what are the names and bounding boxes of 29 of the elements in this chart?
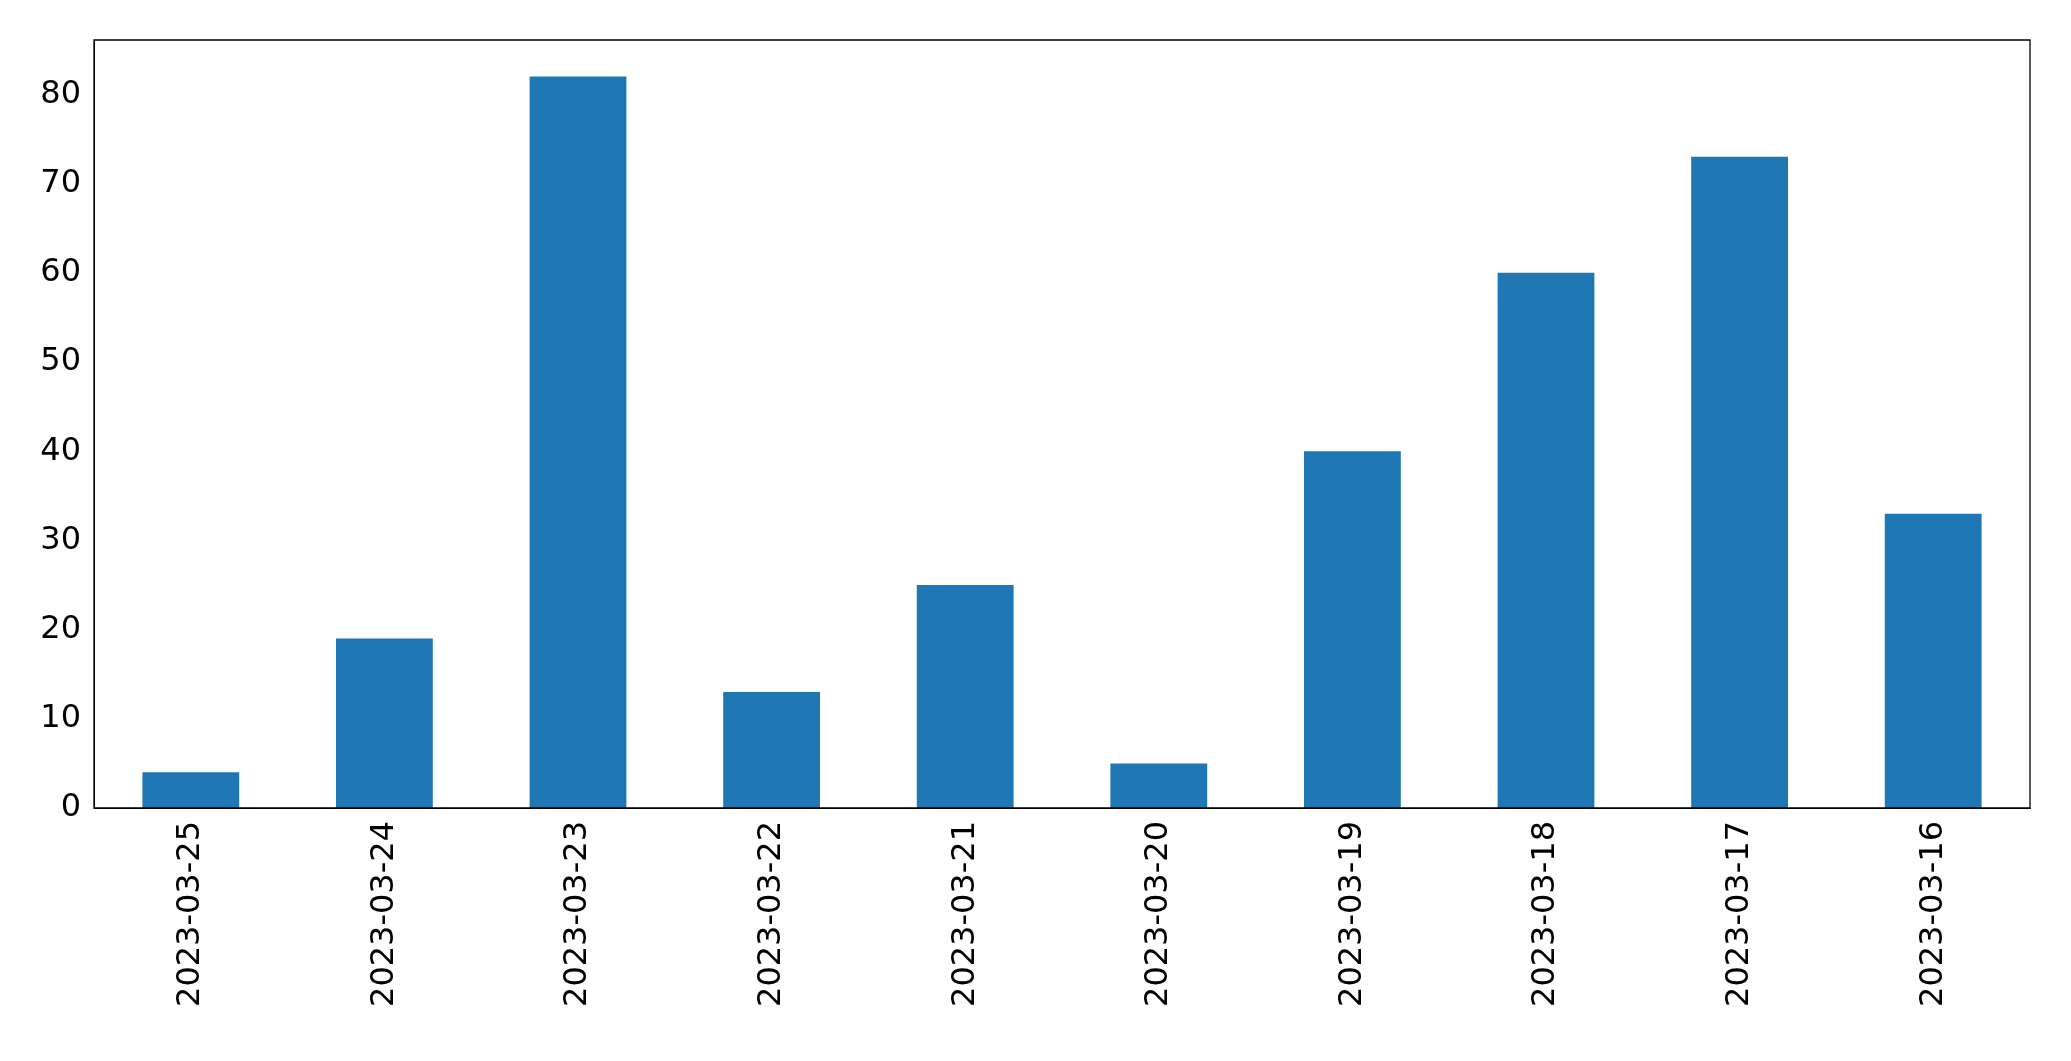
bar	[529, 76, 627, 808]
bar	[1304, 451, 1401, 808]
y-tick-label: 60	[40, 251, 81, 290]
bar	[723, 692, 820, 808]
y-tick-label: 70	[40, 161, 81, 200]
x-tick-label: 2023-03-16	[1911, 821, 1950, 1007]
x-tick-label: 2023-03-22	[749, 821, 788, 1007]
x-tick-label: 2023-03-17	[1717, 821, 1756, 1007]
bar	[1691, 156, 1788, 808]
bar	[1110, 763, 1208, 808]
y-tick-label: 0	[60, 786, 81, 825]
y-tick-label: 80	[40, 72, 81, 111]
y-tick-label: 40	[40, 429, 81, 468]
x-tick-label: 2023-03-20	[1137, 821, 1176, 1007]
y-tick-label: 20	[40, 607, 81, 646]
bar	[336, 638, 433, 808]
x-tick-label: 2023-03-18	[1524, 821, 1563, 1007]
y-tick-label: 10	[40, 697, 81, 736]
y-tick-label: 30	[40, 518, 81, 557]
x-tick-label: 2023-03-24	[362, 821, 401, 1007]
y-tick-label: 50	[40, 340, 81, 379]
x-tick-label: 2023-03-23	[556, 821, 595, 1007]
bar	[1497, 272, 1595, 808]
x-tick-label: 2023-03-25	[169, 821, 208, 1007]
bar	[142, 772, 240, 808]
bar	[1884, 513, 1982, 808]
x-tick-label: 2023-03-19	[1330, 821, 1369, 1007]
x-tick-label: 2023-03-21	[943, 821, 982, 1007]
bar	[916, 585, 1014, 808]
